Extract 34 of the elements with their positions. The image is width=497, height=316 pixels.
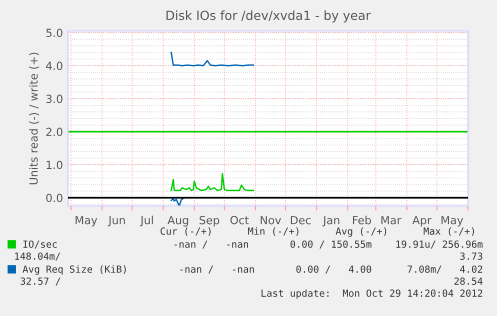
x-tick-label: Jul: [140, 216, 153, 226]
x-tick-label: Jun: [108, 216, 125, 226]
line-series: [170, 172, 254, 192]
y-tick-label: 0.0: [46, 194, 62, 202]
y-tick-label: 3.0: [46, 94, 62, 104]
text: Cur (-/+) Min (-/+) Avg (-/+) Max (-/+): [160, 227, 474, 237]
x-tick-label: Jan: [322, 216, 340, 226]
x-tick-label: Nov: [260, 216, 282, 224]
y-axis-title: Units read (-) / write (+): [29, 52, 40, 184]
text: Last update: Mon Oct 29 14:20:04 2012: [262, 289, 482, 299]
y-tick-label: 4.0: [46, 62, 62, 70]
x-tick-label: Oct: [230, 216, 249, 224]
text: 32.57 /: [20, 277, 60, 286]
text: -nan / -nan 0.00 / 4.00 7.08m/ 4.02: [180, 265, 482, 274]
x-tick-label: May: [76, 216, 98, 226]
x-tick-label: Sep: [200, 216, 220, 226]
x-tick-label: Feb: [352, 216, 371, 224]
y-tick-label: 2.0: [46, 128, 62, 136]
chart-title: Disk IOs for /dev/xvda1 - by year: [166, 10, 371, 22]
legend-label: IO/sec: [23, 240, 57, 249]
x-tick-label: Dec: [290, 216, 311, 224]
x-tick-label: Aug: [168, 216, 188, 226]
x-tick-label: Apr: [412, 216, 432, 226]
text: -nan / -nan 0.00 / 150.55m 19.91u/ 256.96m: [174, 240, 483, 249]
text: 3.73: [460, 252, 482, 260]
line-series: [170, 198, 184, 206]
x-tick-label: Mar: [381, 216, 402, 224]
y-tick-label: 1.0: [46, 160, 62, 170]
text: 148.04m/: [15, 252, 60, 261]
x-tick-label: May: [442, 216, 464, 226]
line-series: [170, 52, 254, 66]
text: 28.54: [454, 277, 483, 285]
y-tick-label: 5.0: [46, 28, 62, 38]
legend-label: Avg Req Size (KiB): [22, 265, 126, 275]
